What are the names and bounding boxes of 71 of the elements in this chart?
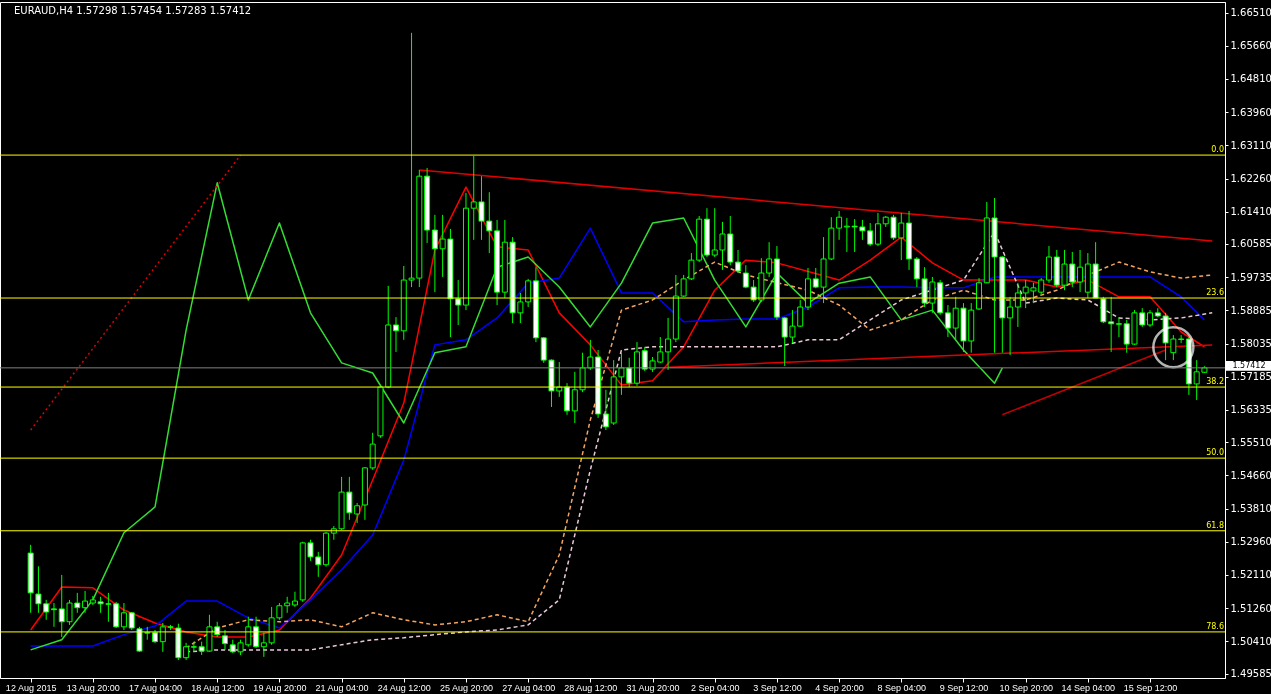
x-tick-label: 24 Aug 12:00 [377,682,431,693]
x-tick-label: 14 Sep 04:00 [1061,682,1116,693]
candlestick [602,389,609,431]
y-tick-label: 1.58035 [1230,338,1271,350]
candlestick [1007,296,1014,356]
x-tick-label: 9 Sep 12:00 [939,682,989,693]
candlestick [1115,316,1122,338]
y-tick-label: 1.55510 [1230,436,1271,448]
candlestick [1077,249,1084,293]
candlestick [291,591,298,608]
chart-title: EURAUD,H4 1.57298 1.57454 1.57283 1.57412 [14,5,252,16]
y-tick-label: 1.51260 [1230,602,1271,614]
candlestick [190,641,197,653]
x-tick-label: 18 Aug 12:00 [191,682,245,693]
y-tick-label: 1.63960 [1230,106,1271,118]
candlestick [253,616,260,649]
candlestick [50,602,57,628]
ref-line-label: 1.57412 [1232,360,1266,370]
candlestick [455,279,462,326]
y-tick-label: 1.58885 [1230,304,1271,316]
candlestick [665,317,672,371]
x-tick-label: 28 Aug 12:00 [564,682,618,693]
y-tick-label: 1.62260 [1230,173,1271,185]
x-tick-label: 2 Sep 04:00 [690,682,740,693]
x-tick-label: 3 Sep 12:00 [753,682,802,693]
line-series [29,182,1004,651]
y-tick-label: 1.52110 [1230,569,1271,581]
candlestick [221,629,228,651]
x-tick-label: 10 Sep 20:00 [999,682,1053,693]
y-tick-label: 1.61410 [1230,206,1271,218]
annotation: 38.2 [1206,377,1224,387]
y-tick-label: 1.59735 [1230,271,1271,283]
annotation: 78.6 [1206,621,1224,631]
y-tick-label: 1.50410 [1230,635,1271,647]
x-tick-label: 21 Aug 04:00 [315,682,369,693]
y-tick-label: 1.64810 [1230,73,1271,85]
candlestick [1045,245,1052,284]
annotation: 0.0 [1211,145,1224,155]
x-tick-label: 17 Aug 04:00 [129,682,183,693]
y-tick-label: 1.60585 [1230,238,1271,250]
y-tick-label: 1.63110 [1230,139,1271,151]
x-tick-label: 13 Aug 20:00 [66,682,120,693]
x-tick-label: 31 Aug 20:00 [626,682,680,693]
x-tick-label: 19 Aug 20:00 [253,682,307,693]
x-tick-label: 15 Sep 12:00 [1123,682,1178,693]
x-tick-label: 27 Aug 04:00 [502,682,556,693]
candlestick [735,249,742,274]
candlestick [1014,282,1021,328]
y-tick-label: 1.65660 [1230,40,1271,52]
candlestick [564,382,571,416]
y-tick-label: 1.49585 [1230,668,1271,680]
y-tick-label: 1.57185 [1230,371,1271,383]
annotation: 61.8 [1206,520,1224,530]
candlestick [393,316,400,353]
x-tick-label: 25 Aug 20:00 [439,682,493,693]
annotation: 50.0 [1206,448,1224,458]
candlestick [944,304,951,338]
candlestick [369,432,376,471]
candlestick [82,590,89,614]
y-tick-label: 1.52960 [1230,536,1271,548]
y-tick-label: 1.56335 [1230,404,1271,416]
candlestick [874,212,881,247]
y-tick-label: 1.66510 [1230,7,1271,19]
candlestick [120,602,127,631]
candlestick [836,210,843,241]
annotation: 23.6 [1206,288,1224,298]
y-tick-label: 1.53810 [1230,503,1271,515]
y-tick-label: 1.54660 [1230,469,1271,481]
x-tick-label: 8 Sep 04:00 [877,682,927,693]
x-tick-label: 4 Sep 20:00 [815,682,864,693]
x-tick-label: 12 Aug 2015 [5,682,57,693]
